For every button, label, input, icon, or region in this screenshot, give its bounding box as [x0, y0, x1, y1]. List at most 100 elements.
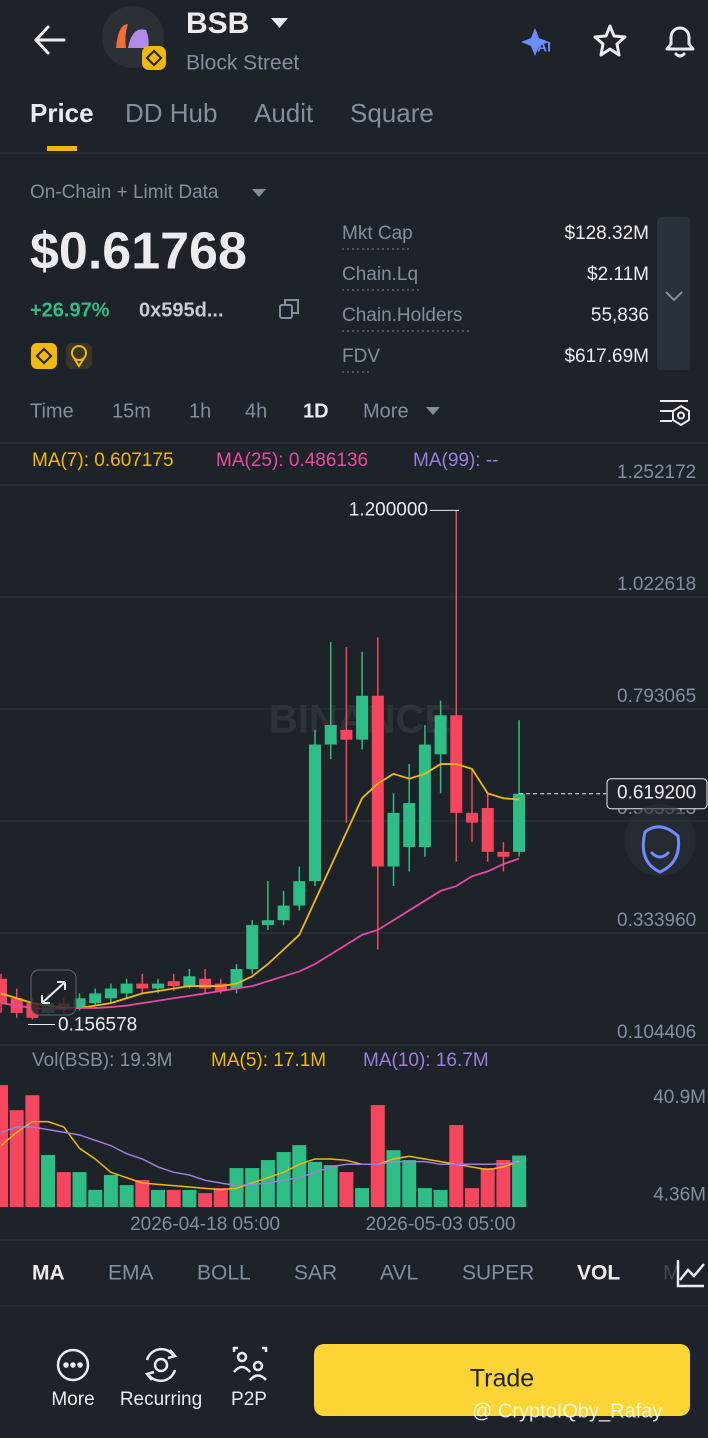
- candle-body: [183, 976, 196, 987]
- stats-expand-icon[interactable]: [665, 291, 683, 302]
- indicator-tab[interactable]: VOL: [577, 1262, 620, 1285]
- ai-button[interactable]: AI: [521, 28, 551, 56]
- candle-body: [356, 695, 369, 740]
- candle-body: [387, 812, 400, 867]
- price: $0.61768: [30, 223, 247, 281]
- candle-body: [261, 920, 274, 926]
- token-symbol[interactable]: BSB: [186, 7, 249, 40]
- ma-legend: MA(25): 0.486136: [216, 450, 368, 471]
- x-tick-label: 2026-04-18 05:00: [130, 1214, 280, 1235]
- last-price-label: 0.619200: [617, 783, 696, 804]
- volume-bar: [323, 1165, 338, 1207]
- ai-assistant-icon[interactable]: [641, 825, 681, 874]
- trade-button-label[interactable]: Trade: [470, 1365, 534, 1393]
- volume-bar: [88, 1189, 103, 1207]
- candle-body: [371, 695, 384, 867]
- ma-legend: MA(7): 0.607175: [32, 450, 174, 471]
- interval-option[interactable]: Time: [30, 400, 74, 422]
- candle-body: [497, 851, 510, 857]
- indicator-tab[interactable]: AVL: [380, 1262, 418, 1285]
- volume-bar: [433, 1189, 448, 1207]
- data-source-selector[interactable]: On-Chain + Limit Data: [30, 182, 219, 203]
- ai-assistant-button[interactable]: [624, 804, 696, 876]
- watermark-credit: @ CryptoIQby_Rafay: [472, 1400, 662, 1422]
- action-label[interactable]: Recurring: [120, 1389, 202, 1410]
- indicator-settings-button[interactable]: [676, 1260, 705, 1288]
- candle-body: [466, 812, 478, 823]
- volume-bar: [245, 1168, 260, 1207]
- notification-button[interactable]: [665, 26, 695, 58]
- volume-bar: [292, 1145, 307, 1207]
- indicator-tab[interactable]: BOLL: [197, 1262, 251, 1285]
- interval-option[interactable]: More: [363, 400, 409, 422]
- favorite-button[interactable]: [593, 24, 627, 57]
- back-button[interactable]: [34, 25, 66, 55]
- candle-body: [340, 729, 353, 740]
- candle-body: [199, 978, 212, 989]
- more-icon[interactable]: [56, 1348, 90, 1382]
- min-label: 0.156578: [58, 1014, 137, 1035]
- volume-bar: [41, 1154, 56, 1207]
- candle-body: [152, 983, 164, 989]
- ai-assistant-button[interactable]: [624, 804, 696, 876]
- volume-bar: [151, 1189, 165, 1207]
- candle-body: [418, 744, 431, 848]
- ma-legend: MA(99): --: [413, 450, 499, 471]
- volume-legend: MA(5): 17.1M: [211, 1050, 326, 1071]
- tab[interactable]: Price: [30, 98, 94, 128]
- candle-body: [136, 983, 149, 989]
- action-label[interactable]: P2P: [231, 1389, 267, 1410]
- indicator-tab[interactable]: M: [663, 1262, 681, 1285]
- indicator-tab[interactable]: SUPER: [462, 1262, 534, 1285]
- chart-settings-button[interactable]: [660, 400, 690, 427]
- indicator-tab[interactable]: MA: [32, 1262, 65, 1285]
- svg-text:AI: AI: [537, 39, 551, 55]
- volume-legend: MA(10): 16.7M: [363, 1050, 489, 1071]
- volume-bar: [103, 1174, 118, 1207]
- symbol-dropdown[interactable]: [271, 18, 288, 28]
- candle-body: [0, 978, 7, 1004]
- y-tick-label: 0.333960: [617, 910, 696, 931]
- expand-chart-icon[interactable]: [41, 981, 66, 1004]
- volume-bar: [417, 1188, 432, 1207]
- price-change: +26.97%: [30, 299, 110, 321]
- volume-bar: [370, 1105, 385, 1207]
- volume-bar: [182, 1189, 197, 1207]
- stat-label: FDV: [342, 346, 380, 367]
- volume-bar: [56, 1172, 71, 1207]
- volume-bar: [512, 1155, 527, 1207]
- tab[interactable]: DD Hub: [125, 98, 217, 128]
- stats-expand-panel[interactable]: [657, 217, 690, 370]
- candle-body: [73, 998, 86, 1009]
- interval-option[interactable]: 1D: [303, 400, 329, 422]
- data-source-dropdown[interactable]: [252, 189, 266, 197]
- tab[interactable]: Audit: [254, 98, 314, 128]
- candle-body: [104, 988, 117, 999]
- volume-bar: [402, 1160, 417, 1207]
- interval-option[interactable]: 1h: [189, 400, 211, 422]
- stat-value: $2.11M: [587, 264, 649, 285]
- token-name: Block Street: [186, 52, 299, 75]
- tab[interactable]: Square: [350, 98, 434, 128]
- recurring-icon[interactable]: [144, 1347, 178, 1383]
- volume-bar: [135, 1180, 150, 1207]
- token-logo: [102, 6, 166, 70]
- candle-body: [120, 983, 133, 994]
- interval-option[interactable]: 15m: [112, 400, 151, 422]
- volume-ma-line: [0, 1126, 520, 1187]
- indicator-tab[interactable]: SAR: [294, 1262, 337, 1285]
- trade-button[interactable]: [314, 1344, 690, 1416]
- candle-body: [434, 715, 447, 755]
- ma-line: [0, 763, 520, 1009]
- volume-bar: [355, 1188, 370, 1207]
- p2p-icon[interactable]: [232, 1346, 268, 1381]
- interval-option[interactable]: 4h: [245, 400, 267, 422]
- copy-button[interactable]: [279, 299, 299, 319]
- more-dropdown[interactable]: [426, 407, 440, 415]
- action-label[interactable]: More: [51, 1389, 94, 1410]
- indicator-tab[interactable]: EMA: [108, 1262, 154, 1285]
- volume-bar: [198, 1193, 213, 1207]
- expand-chart-button[interactable]: [30, 969, 77, 1016]
- volume-bar: [166, 1189, 181, 1207]
